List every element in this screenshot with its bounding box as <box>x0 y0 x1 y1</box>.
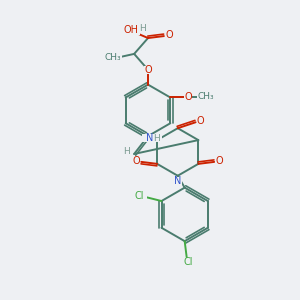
Bar <box>144 66 152 74</box>
Text: H: H <box>153 134 160 142</box>
Text: CH₃: CH₃ <box>198 92 214 101</box>
Text: O: O <box>197 116 204 126</box>
Bar <box>215 158 223 166</box>
Bar <box>142 134 162 142</box>
Text: O: O <box>215 156 223 166</box>
Text: O: O <box>144 65 152 75</box>
Text: O: O <box>184 92 192 101</box>
Text: N: N <box>146 133 153 143</box>
Bar <box>132 158 140 166</box>
Bar <box>184 94 192 101</box>
Bar <box>196 118 205 126</box>
Bar <box>197 94 215 101</box>
Bar <box>138 24 146 32</box>
Text: Cl: Cl <box>135 191 145 201</box>
Bar <box>165 32 173 40</box>
Bar <box>182 258 196 266</box>
Text: H: H <box>139 24 145 33</box>
Text: CH₃: CH₃ <box>104 53 121 62</box>
Text: H: H <box>123 148 130 157</box>
Text: OH: OH <box>124 25 139 35</box>
Bar <box>102 54 122 62</box>
Text: O: O <box>133 156 140 166</box>
Bar <box>174 177 182 185</box>
Bar <box>122 27 140 35</box>
Text: Cl: Cl <box>184 257 194 267</box>
Bar <box>122 148 130 155</box>
Text: N: N <box>174 176 182 186</box>
Text: O: O <box>165 30 172 40</box>
Bar <box>133 192 147 200</box>
